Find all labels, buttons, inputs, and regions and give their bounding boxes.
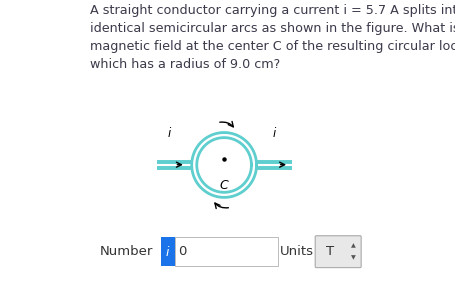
Text: Number: Number [100,245,153,258]
Text: ▲: ▲ [351,243,356,248]
Text: $i$: $i$ [165,245,171,259]
Text: 0: 0 [178,245,187,258]
FancyBboxPatch shape [175,237,278,266]
Text: A straight conductor carrying a current i = 5.7 A splits into
identical semicirc: A straight conductor carrying a current … [90,4,455,71]
Text: Units: Units [280,245,313,258]
Text: ▼: ▼ [351,255,356,260]
FancyBboxPatch shape [161,237,175,266]
Text: $C$: $C$ [219,179,229,192]
Text: T: T [326,245,334,258]
Text: $i$: $i$ [167,125,172,140]
Text: $i$: $i$ [272,125,278,140]
FancyBboxPatch shape [315,236,361,268]
Polygon shape [192,133,257,197]
